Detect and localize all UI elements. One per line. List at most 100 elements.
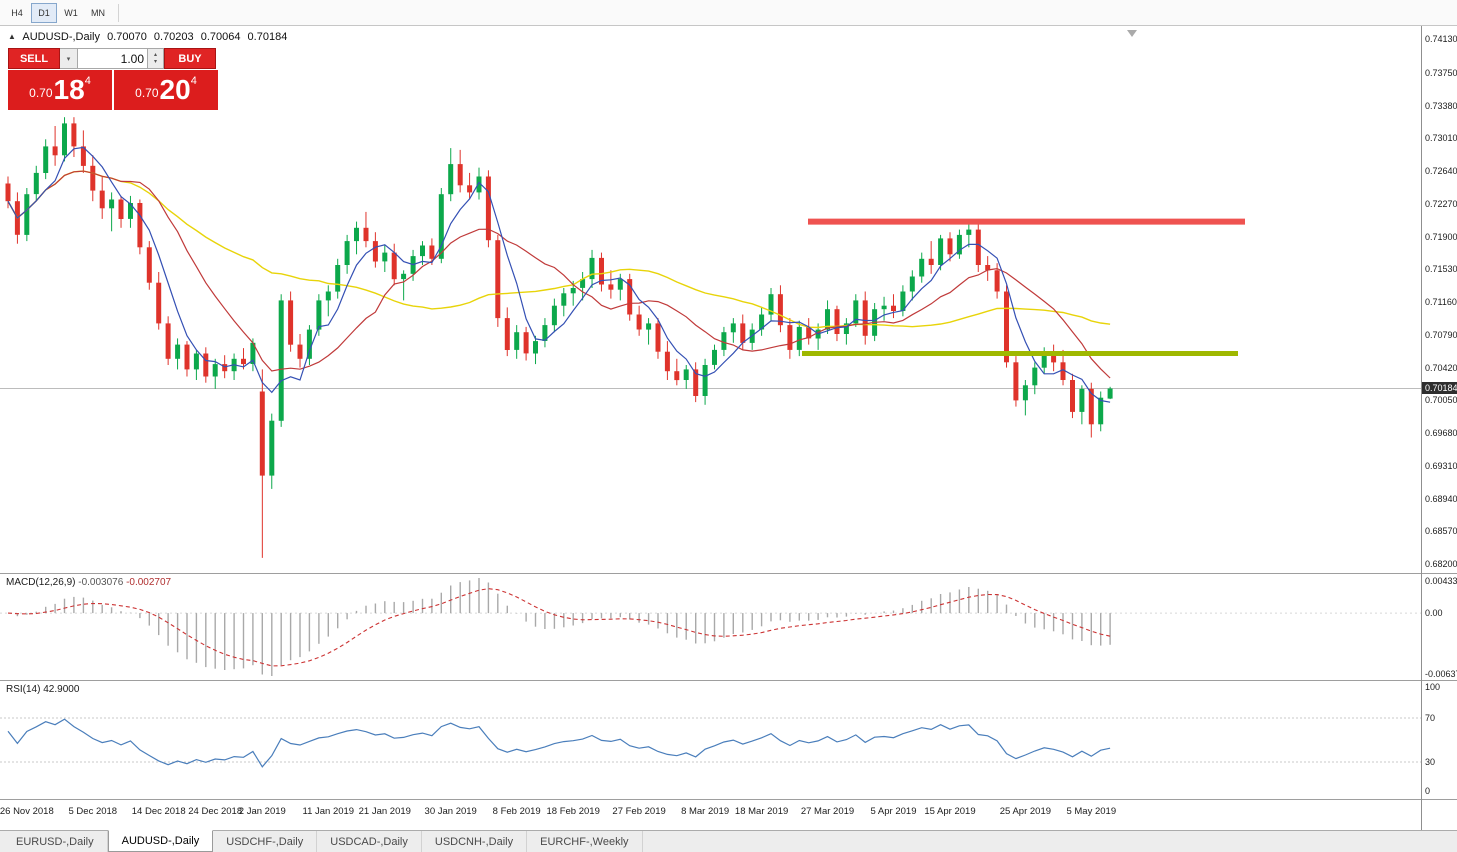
price-label: 0.68570 xyxy=(1425,526,1457,537)
timeframe-button-w1[interactable]: W1 xyxy=(58,3,84,23)
timeframe-button-d1[interactable]: D1 xyxy=(31,2,57,23)
date-label: 15 Apr 2019 xyxy=(924,806,976,817)
price-label: 0.68940 xyxy=(1425,493,1457,504)
timeframe-buttons: H4 D1 W1 MN xyxy=(4,2,112,23)
date-label: 8 Mar 2019 xyxy=(681,806,730,817)
chart-tab-eurusddaily[interactable]: EURUSD-,Daily xyxy=(3,831,108,852)
main-chart-pane[interactable]: ▲ AUDUSD-,Daily 0.70070 0.70203 0.70064 … xyxy=(0,26,1421,574)
price-label: 0.71900 xyxy=(1425,231,1457,242)
scale-separator xyxy=(1422,680,1457,681)
price-label: 0.70420 xyxy=(1425,362,1457,373)
date-label: 18 Mar 2019 xyxy=(734,806,789,817)
date-label: 24 Dec 2018 xyxy=(188,806,243,817)
macd-value-main: -0.003076 xyxy=(78,577,124,588)
macd-label: MACD(12,26,9) -0.003076 -0.002707 xyxy=(6,577,171,588)
price-label: 0.68200 xyxy=(1425,559,1457,570)
date-label: 18 Feb 2019 xyxy=(546,806,600,817)
stepper-up-icon[interactable]: ▴ xyxy=(153,51,157,58)
price-label: 0.70050 xyxy=(1425,395,1457,406)
scale-separator xyxy=(1422,799,1457,800)
macd-pane[interactable]: MACD(12,26,9) -0.003076 -0.002707 xyxy=(0,574,1421,681)
ohlc-low: 0.70064 xyxy=(200,31,241,43)
date-label: 26 Nov 2018 xyxy=(0,806,54,817)
date-label: 14 Dec 2018 xyxy=(131,806,186,817)
rsi-scale-label: 70 xyxy=(1425,713,1436,723)
toolbar-separator xyxy=(118,3,119,22)
rsi-value: 42.9000 xyxy=(43,684,80,695)
chart-tab-eurchfweekly[interactable]: EURCHF-,Weekly xyxy=(527,831,643,852)
volume-dropdown-button[interactable]: ▾ xyxy=(60,48,78,69)
price-label: 0.69680 xyxy=(1425,428,1457,439)
rsi-scale-label: 0 xyxy=(1425,786,1431,796)
rsi-scale-label: 30 xyxy=(1425,757,1436,767)
chart-tab-usdcaddaily[interactable]: USDCAD-,Daily xyxy=(317,831,422,852)
price-label: 0.71160 xyxy=(1425,297,1457,308)
chart-tab-usdcnhdaily[interactable]: USDCNH-,Daily xyxy=(422,831,528,852)
date-label: 27 Mar 2019 xyxy=(800,806,855,817)
price-label: 0.73010 xyxy=(1425,133,1457,144)
date-label: 21 Jan 2019 xyxy=(358,806,411,817)
macd-chart[interactable] xyxy=(0,574,1421,680)
scale-separator xyxy=(1422,573,1457,574)
rsi-pane[interactable]: RSI(14) 42.9000 xyxy=(0,681,1421,800)
timeframe-toolbar: H4 D1 W1 MN xyxy=(0,0,1457,26)
macd-scale-zero: 0.00 xyxy=(1425,608,1443,619)
buy-price-pipette: 4 xyxy=(190,75,197,87)
volume-input[interactable] xyxy=(78,48,148,69)
rsi-scale-label: 100 xyxy=(1425,682,1441,692)
rsi-chart[interactable] xyxy=(0,681,1421,799)
date-axis[interactable]: 26 Nov 2018 5 Dec 2018 14 Dec 2018 24 Dec 2… xyxy=(0,800,1421,830)
timeframe-button-mn[interactable]: MN xyxy=(85,3,111,23)
date-label: 5 May 2019 xyxy=(1066,806,1117,817)
price-label: 0.70790 xyxy=(1425,329,1457,340)
macd-scale-max: 0.004331 xyxy=(1425,576,1457,586)
candlestick-chart[interactable] xyxy=(0,26,1421,573)
price-label: 0.73750 xyxy=(1425,67,1457,78)
sell-price-prefix: 0.70 xyxy=(29,86,53,100)
timeframe-button-h4[interactable]: H4 xyxy=(4,3,30,23)
macd-name: MACD(12,26,9) xyxy=(6,577,76,588)
chart-tab-audusddaily[interactable]: AUDUSD-,Daily xyxy=(107,830,214,852)
chart-tabs-bar: EURUSD-,Daily AUDUSD-,Daily USDCHF-,Daily U… xyxy=(0,830,1457,852)
chart-title: ▲ AUDUSD-,Daily 0.70070 0.70203 0.70064 … xyxy=(8,31,291,43)
sell-price-display[interactable]: 0.70 18 4 xyxy=(8,70,112,110)
buy-button[interactable]: BUY xyxy=(164,48,216,69)
buy-price-big: 20 xyxy=(159,74,191,105)
sell-price-pipette: 4 xyxy=(84,75,91,87)
date-label: 11 Jan 2019 xyxy=(302,806,355,817)
stepper-down-icon[interactable]: ▾ xyxy=(153,58,157,65)
date-label: 30 Jan 2019 xyxy=(424,806,477,817)
rsi-name: RSI(14) xyxy=(6,684,41,695)
price-label: 0.73380 xyxy=(1425,100,1457,111)
chart-symbol-icon: ▲ xyxy=(8,32,16,41)
price-label: 0.71530 xyxy=(1425,264,1457,275)
price-label: 0.69310 xyxy=(1425,460,1457,471)
ohlc-high: 0.70203 xyxy=(153,31,194,43)
chart-shift-marker[interactable] xyxy=(1127,30,1137,37)
buy-price-display[interactable]: 0.70 20 4 xyxy=(114,70,218,110)
volume-stepper[interactable]: ▴ ▾ xyxy=(148,48,164,69)
price-label: 0.74130 xyxy=(1425,34,1457,45)
ohlc-close: 0.70184 xyxy=(247,31,288,43)
chart-tab-usdchfdaily[interactable]: USDCHF-,Daily xyxy=(213,831,318,852)
current-price-badge: 0.70184 xyxy=(1422,382,1457,394)
buy-price-prefix: 0.70 xyxy=(135,86,159,100)
date-label: 2 Jan 2019 xyxy=(238,806,286,817)
price-scale[interactable]: 0.74130 0.73750 0.73380 0.73010 0.72640 0.722… xyxy=(1421,26,1457,830)
date-label: 5 Apr 2019 xyxy=(870,806,917,817)
macd-value-signal: -0.002707 xyxy=(126,577,172,588)
date-label: 27 Feb 2019 xyxy=(612,806,666,817)
sell-button[interactable]: SELL xyxy=(8,48,60,69)
rsi-label: RSI(14) 42.9000 xyxy=(6,684,79,695)
sell-price-big: 18 xyxy=(53,74,85,105)
price-label: 0.72270 xyxy=(1425,198,1457,209)
chart-symbol: AUDUSD-,Daily xyxy=(22,31,100,43)
price-label: 0.72640 xyxy=(1425,166,1457,177)
ohlc-open: 0.70070 xyxy=(107,31,147,43)
macd-scale-min: -0.00637 xyxy=(1425,669,1457,679)
date-label: 5 Dec 2018 xyxy=(68,806,118,817)
date-label: 8 Feb 2019 xyxy=(492,806,541,817)
date-label: 25 Apr 2019 xyxy=(999,806,1052,817)
